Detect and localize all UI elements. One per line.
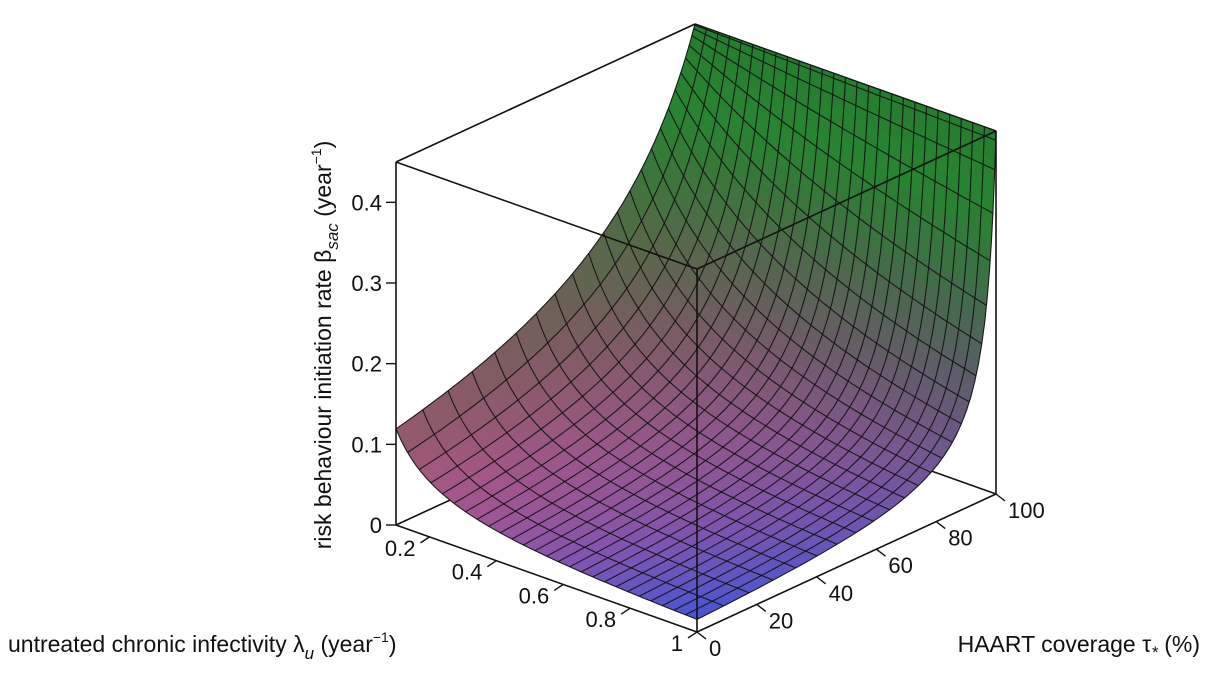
axis-titles: untreated chronic infectivity λu (year−1… bbox=[8, 141, 1200, 663]
mesh-line-tau bbox=[535, 313, 838, 545]
y-tick bbox=[696, 631, 707, 640]
y-tick-label: 80 bbox=[948, 526, 972, 551]
x-tick bbox=[553, 583, 564, 592]
x-tick-label: 1 bbox=[671, 631, 683, 656]
y-tick-label: 100 bbox=[1008, 498, 1045, 523]
mesh-line-tau bbox=[494, 352, 797, 569]
mesh-line-tau bbox=[667, 108, 970, 403]
z-tick-label: 0.1 bbox=[351, 432, 382, 457]
y-tick-label: 40 bbox=[829, 581, 853, 606]
x-tick-label: 0.2 bbox=[385, 536, 416, 561]
mesh-line-tau bbox=[674, 89, 977, 377]
x-tick bbox=[620, 607, 631, 615]
box-edge bbox=[696, 493, 997, 633]
mesh-line-tau bbox=[447, 390, 750, 594]
mesh-line-tau bbox=[694, 24, 996, 141]
mesh-line-tau bbox=[554, 293, 857, 534]
z-tick-label: 0.4 bbox=[351, 190, 382, 215]
y-tick-label: 0 bbox=[709, 636, 721, 661]
z-tick-label: 0.2 bbox=[351, 352, 382, 377]
x-tick bbox=[486, 560, 497, 568]
mesh-line-tau bbox=[688, 44, 991, 262]
y-tick bbox=[875, 548, 886, 557]
box-edge bbox=[395, 161, 698, 270]
mesh-line-tau bbox=[650, 148, 953, 443]
mesh-line-tau bbox=[640, 169, 943, 459]
y-tick bbox=[816, 576, 827, 585]
box-edge bbox=[395, 524, 698, 633]
y-axis-title: HAART coverage τ* (%) bbox=[958, 631, 1200, 662]
mesh-line-tau bbox=[571, 273, 874, 522]
mesh-line-tau bbox=[680, 72, 983, 345]
x-tick bbox=[687, 631, 698, 639]
mesh-line-tau bbox=[395, 428, 698, 620]
y-tick bbox=[756, 603, 767, 612]
y-tick bbox=[995, 493, 1006, 502]
mesh-line-tau bbox=[629, 190, 932, 473]
mesh-line-tau bbox=[694, 23, 997, 132]
mesh-line-tau bbox=[693, 28, 995, 171]
surface bbox=[395, 23, 997, 620]
y-tick-label: 60 bbox=[888, 553, 912, 578]
mesh-line-tau bbox=[685, 57, 987, 306]
x-tick-label: 0.4 bbox=[452, 560, 483, 585]
mesh-line-tau bbox=[588, 253, 890, 511]
z-tick-label: 0 bbox=[370, 513, 382, 538]
mesh-line-tau bbox=[691, 35, 994, 214]
mesh-line-tau bbox=[659, 127, 962, 425]
y-tick bbox=[935, 521, 946, 530]
mesh-line-tau bbox=[471, 371, 774, 581]
axis-ticks: 0 0.1 0.2 0.3 0.4 0.2 0.4 0.6 0.8 1 0 20 40 60 80 100 bbox=[351, 190, 1044, 661]
z-tick-label: 0.3 bbox=[351, 271, 382, 296]
x-tick-label: 0.6 bbox=[519, 583, 550, 608]
x-tick-label: 0.8 bbox=[586, 607, 617, 632]
x-axis-title: untreated chronic infectivity λu (year−1… bbox=[8, 629, 397, 663]
mesh-line-tau bbox=[616, 211, 919, 487]
mesh-line-tau bbox=[515, 333, 818, 557]
box-edge bbox=[696, 130, 997, 270]
mesh-line-tau bbox=[603, 232, 905, 499]
box-edge bbox=[395, 23, 696, 163]
bounding-box-front bbox=[395, 130, 997, 633]
x-tick bbox=[420, 536, 430, 544]
y-tick-label: 20 bbox=[769, 608, 793, 633]
mesh-line-tau bbox=[422, 409, 724, 607]
z-axis-title: risk behaviour initiation rate βsac (yea… bbox=[308, 141, 342, 550]
